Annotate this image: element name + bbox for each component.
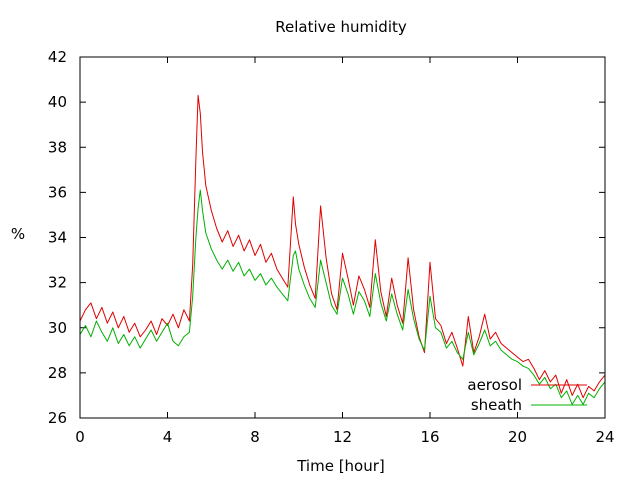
y-tick-label: 34: [48, 229, 67, 247]
y-tick-label: 40: [48, 93, 67, 111]
y-tick-label: 38: [48, 138, 67, 156]
y-tick-label: 30: [48, 319, 67, 337]
x-axis-label: Time [hour]: [296, 457, 385, 475]
x-tick-label: 24: [595, 428, 614, 446]
chart-title: Relative humidity: [275, 18, 407, 36]
axis-ticks: 0 4 8 12 16 20 24 26 28 30 32 34 36 38 40 42: [48, 48, 615, 446]
y-tick-label: 28: [48, 364, 67, 382]
y-tick-label: 42: [48, 48, 67, 66]
x-tick-label: 20: [508, 428, 527, 446]
x-tick-label: 8: [250, 428, 260, 446]
series-lines: [79, 94, 606, 405]
legend: aerosol sheath: [467, 376, 587, 414]
series-line-aerosol: [79, 94, 606, 399]
y-tick-label: 26: [48, 409, 67, 427]
series-line-sheath: [79, 189, 606, 405]
x-tick-label: 0: [75, 428, 85, 446]
y-tick-label: 36: [48, 183, 67, 201]
x-tick-label: 16: [420, 428, 439, 446]
x-tick-label: 4: [163, 428, 173, 446]
x-tick-label: 12: [333, 428, 352, 446]
legend-label-sheath: sheath: [471, 396, 522, 414]
plot-frame: [79, 56, 606, 419]
legend-label-aerosol: aerosol: [467, 376, 522, 394]
y-axis-label: %: [11, 225, 25, 243]
y-tick-label: 32: [48, 274, 67, 292]
